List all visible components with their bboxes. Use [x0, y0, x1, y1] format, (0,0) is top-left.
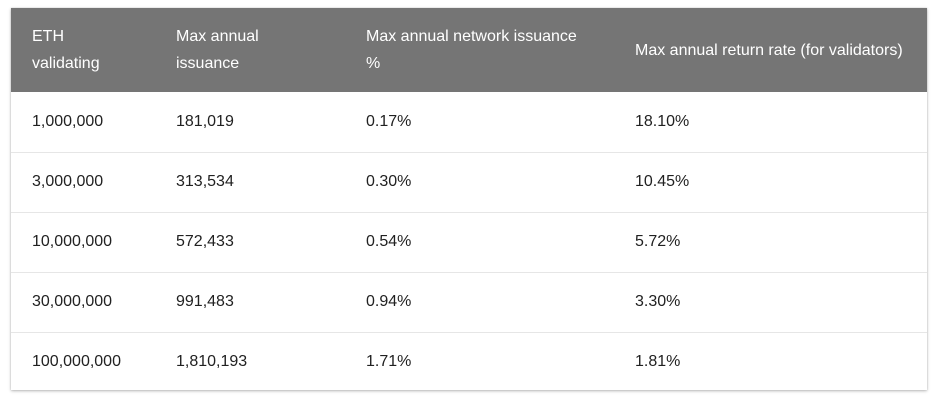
- table-row: 100,000,000 1,810,193 1.71% 1.81%: [11, 332, 927, 390]
- header-max-annual-issuance: Max annual issuance: [176, 28, 259, 72]
- table-header-row: ETH validating Max annual issuance Max a…: [11, 8, 927, 92]
- cell-eth-validating: 1,000,000: [32, 112, 104, 130]
- cell-eth-validating: 3,000,000: [32, 173, 104, 190]
- cell-return-rate: 3.30%: [635, 293, 681, 310]
- cell-max-annual-issuance: 572,433: [176, 233, 234, 250]
- cell-network-issuance-percent: 0.17%: [366, 112, 412, 130]
- cell-eth-validating: 10,000,000: [32, 233, 113, 250]
- issuance-table-card: ETH validating Max annual issuance Max a…: [11, 8, 927, 390]
- cell-eth-validating: 30,000,000: [32, 293, 113, 310]
- header-max-return-rate: Max annual return rate (for validators): [635, 41, 903, 59]
- table-row: 30,000,000 991,483 0.94% 3.30%: [11, 272, 927, 332]
- cell-network-issuance-percent: 0.54%: [366, 233, 412, 250]
- issuance-table: ETH validating Max annual issuance Max a…: [11, 8, 927, 390]
- table-row: 1,000,000 181,019 0.17% 18.10%: [11, 92, 927, 152]
- cell-network-issuance-percent: 1.71%: [366, 353, 412, 371]
- cell-max-annual-issuance: 313,534: [176, 173, 234, 190]
- cell-return-rate: 5.72%: [635, 233, 681, 250]
- cell-return-rate: 18.10%: [635, 112, 690, 130]
- cell-return-rate: 1.81%: [635, 353, 681, 371]
- cell-network-issuance-percent: 0.30%: [366, 173, 412, 190]
- cell-eth-validating: 100,000,000: [32, 353, 121, 371]
- table-row: 10,000,000 572,433 0.54% 5.72%: [11, 212, 927, 272]
- cell-network-issuance-percent: 0.94%: [366, 293, 412, 310]
- cell-max-annual-issuance: 181,019: [176, 112, 234, 130]
- table-row: 3,000,000 313,534 0.30% 10.45%: [11, 152, 927, 212]
- cell-max-annual-issuance: 1,810,193: [176, 353, 248, 371]
- header-eth-validating: ETH validating: [32, 28, 100, 72]
- cell-return-rate: 10.45%: [635, 173, 690, 190]
- header-max-network-issuance-percent: Max annual network issuance %: [366, 28, 577, 72]
- cell-max-annual-issuance: 991,483: [176, 293, 234, 310]
